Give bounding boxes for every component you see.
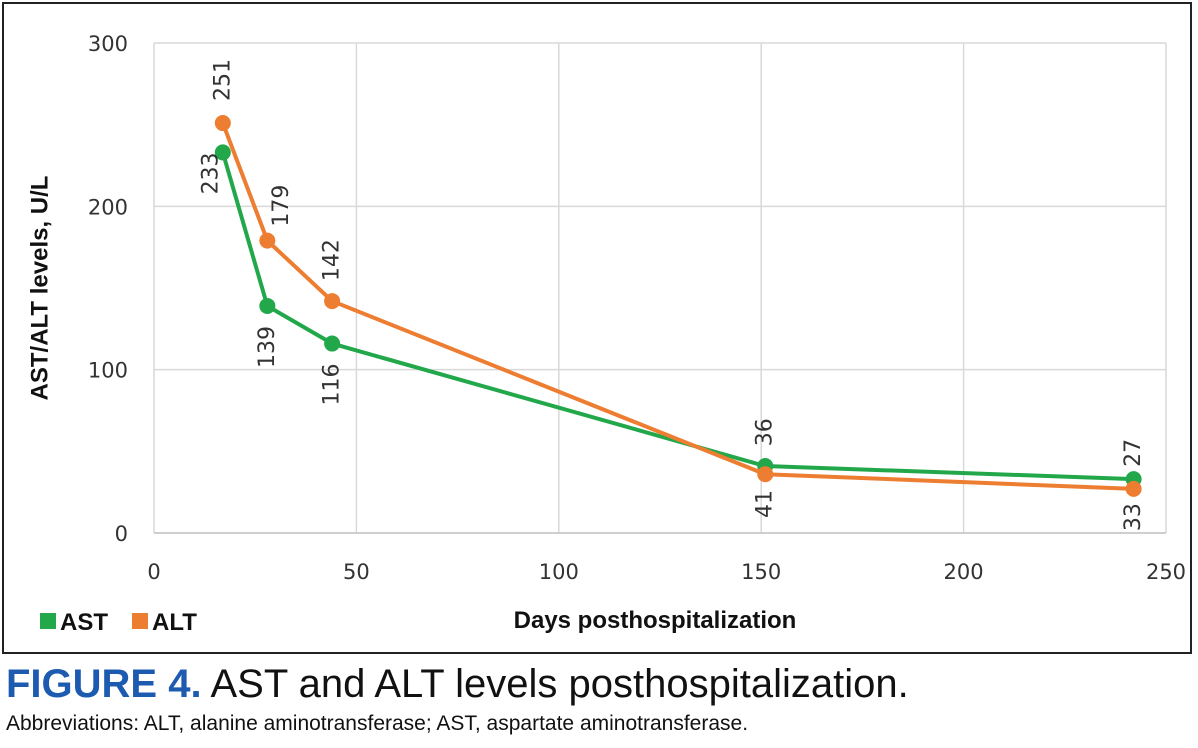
alt-data-label: 179 [269, 185, 294, 227]
ast-series-line [220, 151, 1134, 482]
y-tick-label: 100 [88, 359, 128, 383]
y-axis-title: AST/ALT levels, U/L [27, 176, 54, 401]
alt-data-point [214, 115, 231, 132]
ast-data-label: 233 [198, 152, 223, 194]
alt-legend-label: ALT [152, 609, 197, 636]
y-tick-label: 300 [88, 32, 128, 56]
alt-data-point [259, 232, 276, 249]
abbreviations-note: Abbreviations: ALT, alanine aminotransfe… [6, 712, 749, 735]
alt-data-point [1125, 480, 1142, 497]
figure-title: AST and ALT levels posthospitalization. [201, 662, 909, 706]
ast-data-label: 33 [1121, 503, 1146, 531]
ast-data-point [214, 144, 231, 161]
y-tick-label: 0 [115, 522, 128, 546]
ast-legend-label: AST [60, 609, 108, 636]
axes [153, 43, 1166, 534]
figure-caption: FIGURE 4. AST and ALT levels posthospita… [6, 664, 1192, 736]
ast-data-label: 139 [255, 326, 280, 368]
figure-label: FIGURE 4. [6, 662, 202, 706]
ast-data-label: 41 [753, 490, 778, 518]
x-tick-label: 0 [147, 560, 160, 584]
ast-data-point [324, 335, 341, 352]
ast-data-label: 116 [320, 364, 345, 406]
x-tick-label: 150 [741, 560, 781, 584]
series-group [214, 115, 1142, 497]
alt-data-label: 251 [210, 59, 235, 101]
alt-data-label: 36 [753, 418, 778, 446]
y-tick-label: 200 [88, 195, 128, 219]
x-tick-label: 250 [1146, 560, 1186, 584]
ast-data-point [259, 297, 276, 314]
alt-data-label: 27 [1121, 439, 1146, 467]
legend: AST ALT [40, 609, 197, 636]
caption-title-line: FIGURE 4. AST and ALT levels posthospita… [6, 664, 1192, 704]
grid-lines [154, 42, 1167, 533]
x-tick-label: 50 [343, 560, 370, 584]
alt-legend-swatch [132, 613, 148, 629]
alt-data-point [757, 466, 774, 483]
x-axis-title: Days posthospitalization [514, 607, 797, 634]
chart-frame [2, 2, 1192, 654]
x-tick-label: 200 [944, 560, 984, 584]
alt-series-line [220, 122, 1134, 491]
data-labels: 233 139 116 41 33 251 179 142 36 27 [198, 59, 1146, 531]
tick-labels: 0 100 200 300 0 50 100 150 200 250 [88, 32, 1186, 584]
ast-legend-swatch [40, 613, 56, 629]
alt-data-point [324, 293, 341, 310]
alt-data-label: 142 [320, 239, 345, 281]
x-tick-label: 100 [539, 560, 579, 584]
